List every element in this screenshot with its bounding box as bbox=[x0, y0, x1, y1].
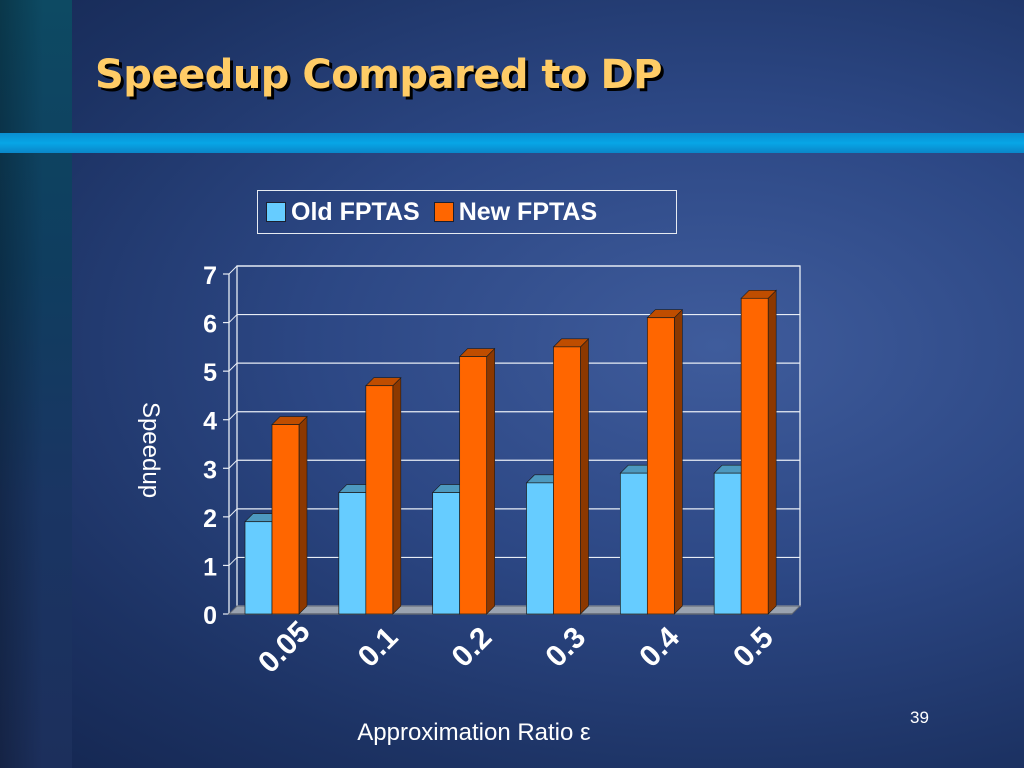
bar-old-fptas bbox=[432, 492, 461, 615]
y-tick-label: 1 bbox=[203, 553, 217, 581]
legend-label-old-fptas: Old FPTAS bbox=[291, 197, 420, 226]
bar-new-fptas bbox=[459, 356, 488, 615]
x-tick-label: 0.1 bbox=[352, 621, 405, 674]
bar-side-new-fptas bbox=[298, 415, 308, 615]
bar-new-fptas bbox=[740, 297, 769, 615]
bar-side-new-fptas bbox=[580, 338, 589, 615]
bar-old-fptas bbox=[713, 472, 742, 615]
bar-side-new-fptas bbox=[486, 347, 495, 615]
y-tick-label: 0 bbox=[203, 602, 217, 630]
gridline-depth bbox=[228, 508, 238, 518]
bar-side-new-fptas bbox=[767, 289, 777, 615]
slide-title: Speedup Compared to DP bbox=[95, 52, 662, 98]
slide-number: 39 bbox=[910, 708, 929, 727]
legend-swatch-old-fptas bbox=[266, 202, 286, 222]
bar-old-fptas bbox=[526, 482, 554, 615]
y-tick-label: 4 bbox=[203, 408, 217, 436]
left-decorative-band bbox=[0, 0, 72, 768]
x-tick-label: 0.4 bbox=[633, 621, 686, 674]
x-tick-label: 0.05 bbox=[252, 615, 317, 680]
bar-old-fptas bbox=[338, 492, 367, 615]
bar-old-fptas bbox=[619, 472, 648, 615]
bar-new-fptas bbox=[365, 385, 394, 615]
gridline-depth bbox=[228, 362, 238, 372]
y-tick-label: 5 bbox=[203, 359, 217, 387]
legend-item-old-fptas: Old FPTAS bbox=[266, 198, 420, 227]
gridline-depth bbox=[228, 411, 238, 421]
bar-new-fptas bbox=[271, 424, 300, 615]
x-axis-title: Approximation Ratio ε bbox=[357, 719, 591, 746]
bar-old-fptas bbox=[244, 521, 273, 615]
y-tick-label: 3 bbox=[203, 456, 217, 484]
gridline-depth bbox=[228, 459, 238, 469]
bar-new-fptas bbox=[646, 317, 675, 615]
x-tick-label: 0.2 bbox=[446, 621, 499, 674]
chart-legend: Old FPTAS New FPTAS bbox=[257, 190, 677, 234]
title-rule bbox=[0, 133, 1024, 153]
bar-new-fptas bbox=[553, 346, 581, 615]
bar-side-new-fptas bbox=[392, 376, 402, 615]
y-tick-label: 2 bbox=[203, 505, 217, 533]
gridline-depth bbox=[228, 314, 238, 323]
gridline-depth bbox=[228, 557, 238, 566]
x-tick-label: 0.3 bbox=[539, 621, 592, 674]
gridline-depth bbox=[228, 265, 238, 275]
left-band-shade bbox=[0, 0, 72, 768]
y-tick-label: 7 bbox=[203, 262, 217, 290]
y-axis-title: Speedup bbox=[137, 401, 164, 499]
x-tick-label: 0.5 bbox=[727, 621, 780, 674]
y-tick-label: 6 bbox=[203, 311, 217, 339]
legend-item-new-fptas: New FPTAS bbox=[433, 197, 598, 227]
bar-side-new-fptas bbox=[674, 308, 683, 615]
legend-label-new-fptas: New FPTAS bbox=[458, 197, 598, 226]
legend-swatch-new-fptas bbox=[433, 202, 454, 222]
